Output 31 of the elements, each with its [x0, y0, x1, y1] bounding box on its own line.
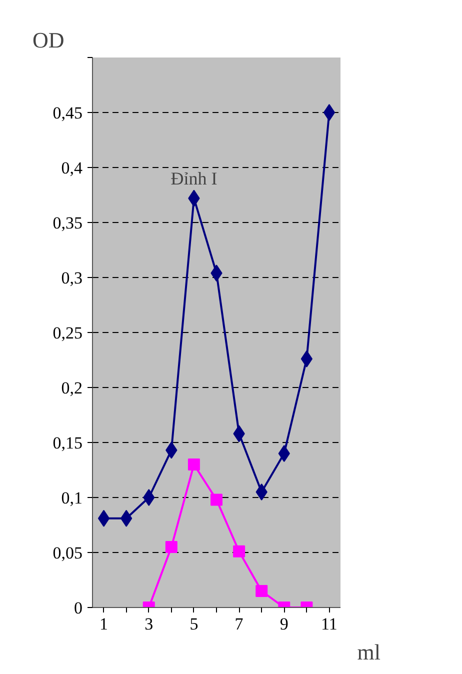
point [143, 489, 155, 506]
point [323, 104, 336, 121]
y-tick-label: 0,4 [61, 158, 83, 178]
y-tick-label: 0,1 [61, 488, 82, 508]
point [210, 494, 222, 506]
point [165, 541, 178, 553]
annotation: Đỉnh I [170, 168, 218, 188]
y-tick-label: 0,2 [61, 378, 82, 398]
y-axis-title: OD [32, 28, 64, 52]
point [233, 545, 246, 558]
y-tick-label: 0,45 [52, 104, 82, 122]
x-axis-title: ml [357, 640, 381, 664]
point [188, 458, 200, 470]
y-tick-label: 0,25 [52, 324, 82, 342]
point [278, 445, 290, 462]
point [256, 484, 268, 500]
point [300, 350, 313, 368]
x-tick-label: 3 [144, 614, 154, 634]
point [120, 510, 132, 527]
x-tick-label: 11 [321, 614, 338, 634]
y-tick-label: 0 [74, 598, 82, 618]
x-tick-label: 1 [100, 614, 108, 634]
point [256, 585, 268, 597]
x-tick-label: 9 [280, 614, 288, 634]
x-tick-label: 5 [190, 614, 198, 634]
y-tick-label: 0,05 [52, 544, 82, 562]
y-tick-label: 0,3 [61, 268, 82, 288]
point [98, 510, 110, 527]
y-tick-label: 0,35 [52, 214, 82, 232]
y-tick-label: 0,15 [52, 434, 82, 452]
x-tick-label: 7 [234, 614, 244, 634]
